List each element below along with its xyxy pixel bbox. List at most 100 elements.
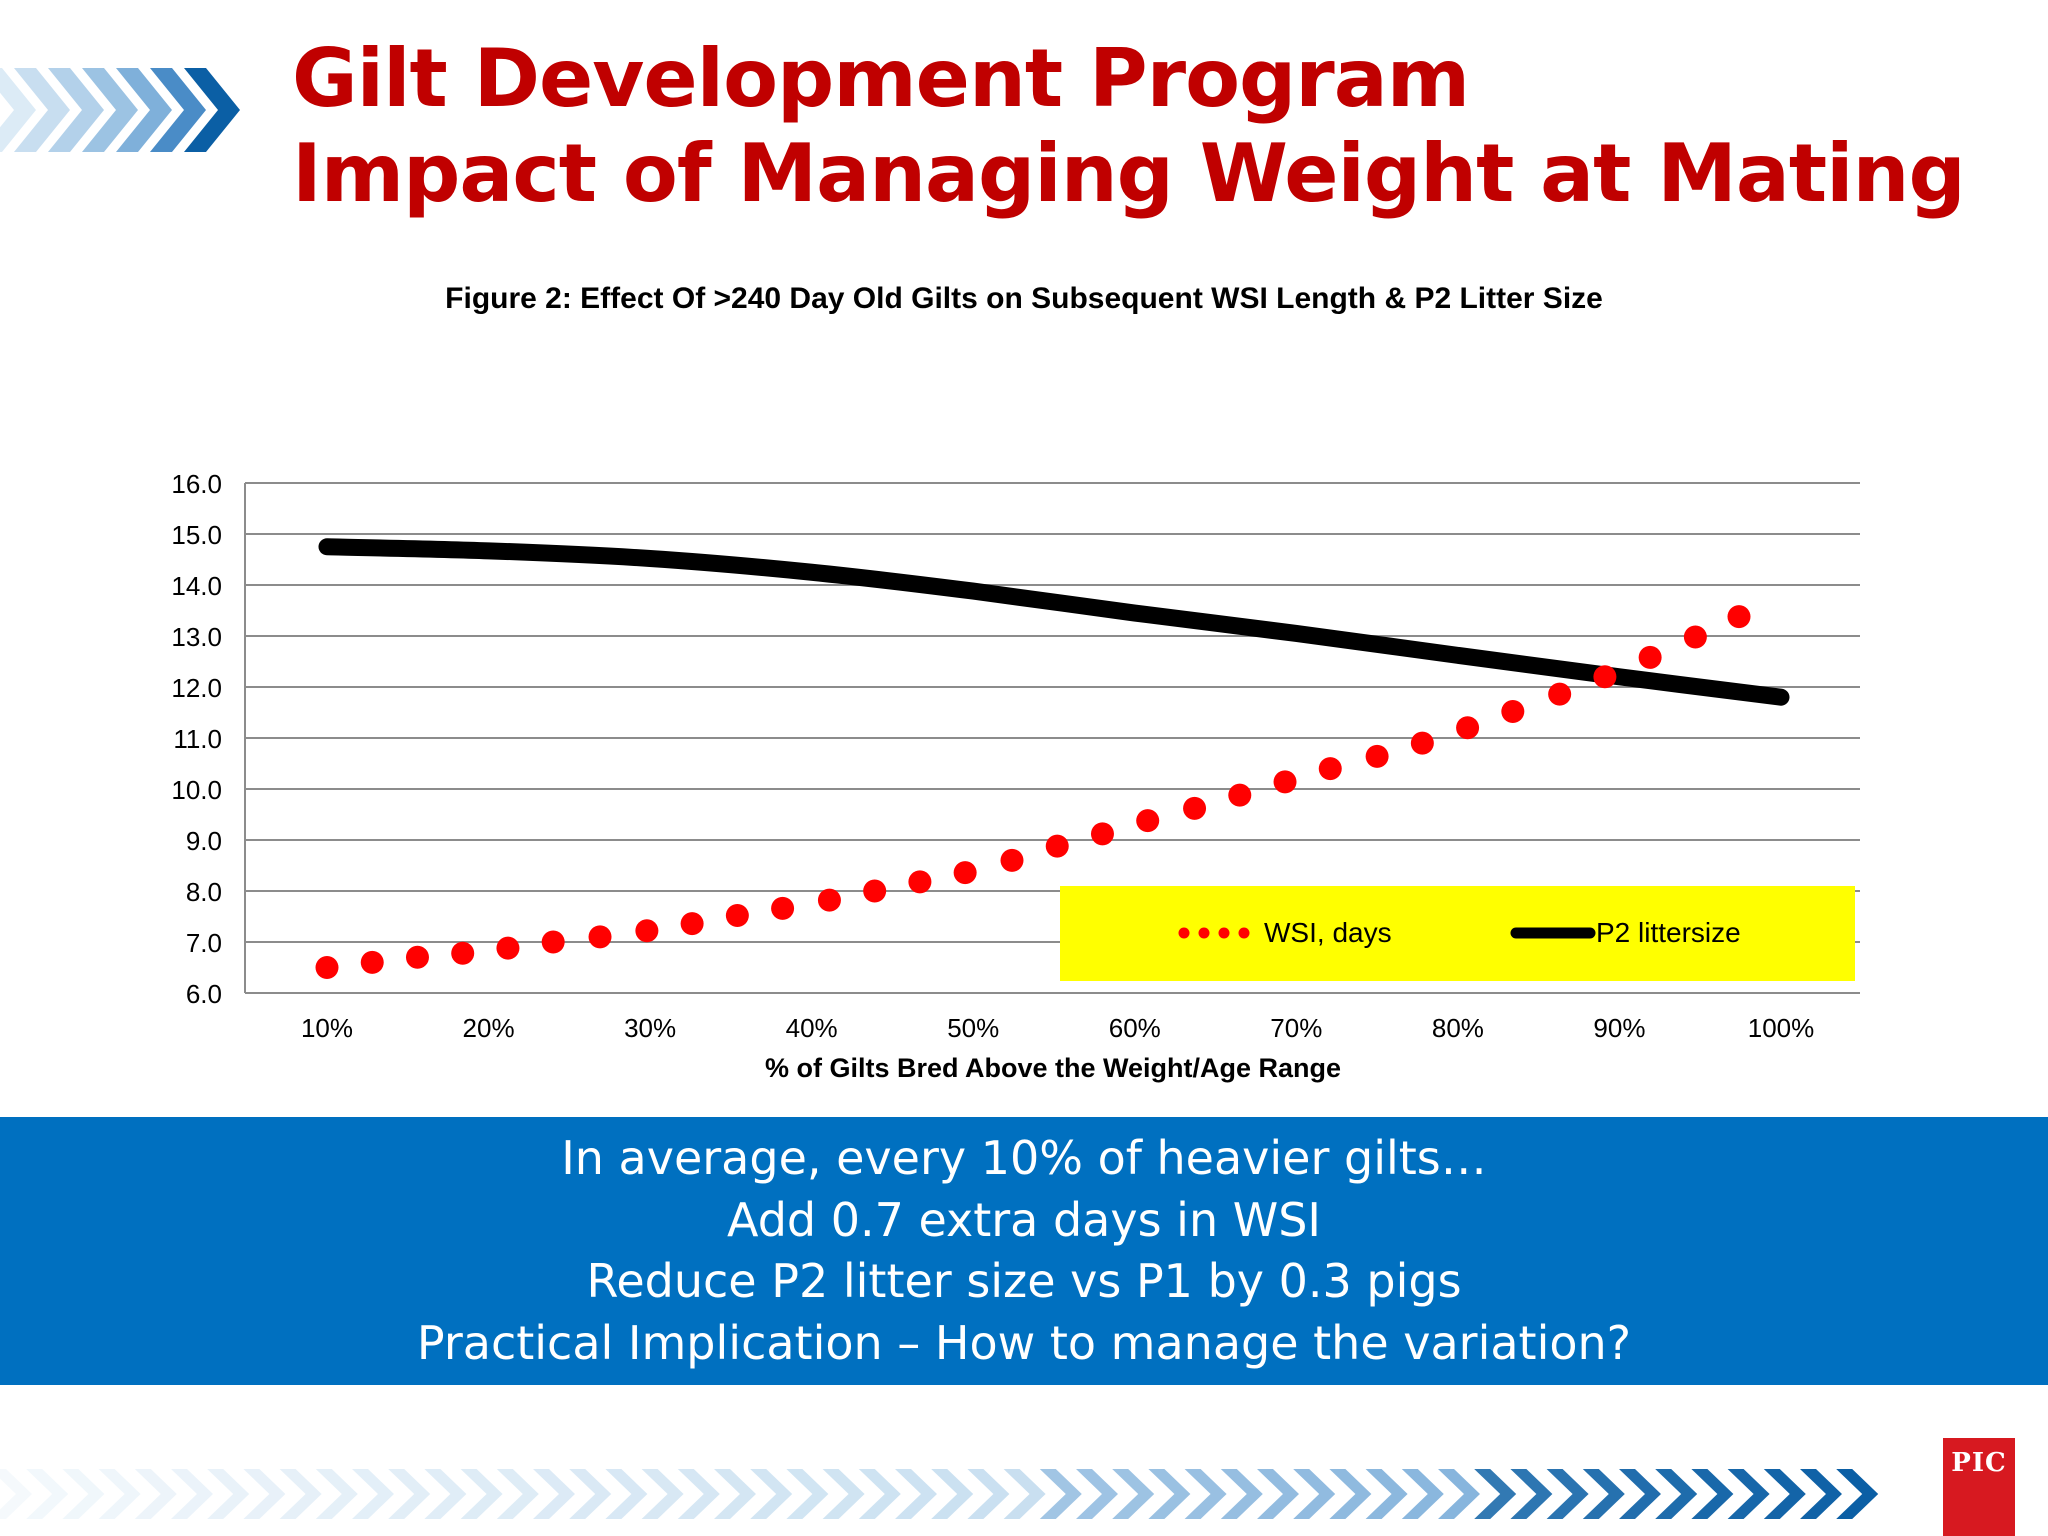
wsi-data-point [1501,699,1525,723]
chevron-shape [858,1469,901,1519]
chevron-shape [243,1469,286,1519]
wsi-data-point [315,956,339,979]
wsi-data-point [1183,796,1207,820]
chevron-shape [1582,1469,1625,1519]
chevron-strip-icon [0,1469,1879,1519]
wsi-data-point [1318,757,1342,781]
y-tick-label: 7.0 [186,928,222,958]
takeaway-line: In average, every 10% of heavier gilts… [561,1131,1487,1185]
y-tick-label: 15.0 [171,520,222,550]
x-axis-label: % of Gilts Bred Above the Weight/Age Ran… [765,1053,1341,1083]
chevron-shape [1800,1469,1842,1519]
legend-label-wsi: WSI, days [1264,917,1392,948]
chevron-shape [1329,1469,1372,1519]
wsi-data-point [1410,731,1434,755]
double-chevron-arrows-icon [0,68,240,152]
chevron-shape [1039,1469,1082,1519]
takeaway-line: Reduce P2 litter size vs P1 by 0.3 pigs [586,1254,1462,1308]
takeaway-line: Add 0.7 extra days in WSI [727,1193,1321,1247]
chevron-shape [98,1469,141,1519]
chevron-shape [1401,1469,1444,1519]
chevron-shape [1727,1469,1770,1519]
chevron-shape [1546,1469,1589,1519]
chevron-shape [82,68,138,152]
chevron-shape [1438,1469,1480,1519]
chevron-shape [0,68,36,152]
x-tick-label: 100% [1748,1013,1815,1043]
chevron-shape [0,1469,32,1519]
wsi-data-point [1228,783,1252,807]
x-tick-label: 60% [1109,1013,1161,1043]
wsi-data-point [541,930,565,954]
y-tick-label: 12.0 [171,673,222,703]
chart-legend: WSI, days P2 littersize [1060,886,1855,981]
chevron-shape [150,68,206,152]
chevron-shape [171,1469,213,1519]
chevron-shape [116,68,172,152]
wsi-data-point [635,919,659,943]
y-axis-ticks: 6.0 7.0 8.0 9.0 10.0 11.0 12.0 13.0 14.0 15.0 16.0 [171,469,222,1009]
chevron-shape [48,68,104,152]
chevron-shape [1257,1469,1299,1519]
chevron-shape [533,1469,575,1519]
wsi-data-point [1090,822,1114,846]
takeaway-banner: In average, every 10% of heavier gilts… … [0,1117,2048,1385]
y-tick-label: 16.0 [171,469,222,499]
chevron-shape [967,1469,1010,1519]
legend-wsi-dot [1198,927,1210,939]
slide-title-line-1: Gilt Development Program [292,32,1470,125]
wsi-data-point [451,941,475,965]
wsi-data-point [953,861,977,885]
chevron-shape [279,1469,322,1519]
x-tick-label: 90% [1593,1013,1645,1043]
legend-wsi-marker [1178,927,1250,939]
chevron-shape [1148,1469,1191,1519]
wsi-data-point [360,950,384,974]
chevron-shape [1655,1469,1698,1519]
p2-littersize-series [318,538,1790,706]
chevron-shape [1365,1469,1408,1519]
chevron-shape [822,1469,865,1519]
wsi-data-point [1136,809,1160,833]
chevron-shape [1293,1469,1336,1519]
chevron-shape [931,1469,974,1519]
chevron-shape [605,1469,648,1519]
wsi-data-point [1456,716,1480,740]
chevron-shape [62,1469,105,1519]
x-tick-label: 80% [1432,1013,1484,1043]
wsi-data-point [1593,665,1617,689]
chevron-shape [1691,1469,1734,1519]
chevron-shape [388,1469,431,1519]
y-tick-label: 10.0 [171,775,222,805]
legend-background [1060,886,1855,981]
x-tick-label: 10% [301,1013,353,1043]
y-tick-label: 8.0 [186,877,222,907]
takeaway-line: Practical Implication – How to manage th… [416,1316,1632,1370]
chevron-shape [895,1469,937,1519]
wsi-data-point [1365,744,1389,768]
chevron-shape [714,1469,756,1519]
x-axis-ticks: 10% 20% 30% 40% 50% 60% 70% 80% 90% 100% [301,1013,1814,1043]
wsi-data-point [1000,848,1024,872]
x-tick-label: 20% [463,1013,515,1043]
x-tick-label: 40% [786,1013,838,1043]
slide-title-line-2: Impact of Managing Weight at Mating [292,127,1966,220]
wsi-data-point [405,945,429,969]
p2-littersize-line [318,538,1790,706]
chevron-shape [1076,1469,1118,1519]
legend-wsi-dot [1218,927,1230,939]
chevron-shape [1510,1469,1553,1519]
chevron-shape [424,1469,467,1519]
chevron-shape [1112,1469,1155,1519]
wsi-data-point [771,896,795,920]
y-tick-label: 11.0 [173,724,222,754]
legend-wsi-dot [1238,927,1250,939]
chevron-shape [677,1469,720,1519]
wsi-data-point [1727,605,1751,629]
wsi-data-point [1273,770,1297,794]
wsi-data-point [817,888,841,912]
wsi-data-point [680,912,704,936]
chevron-shape [1220,1469,1263,1519]
wsi-data-point [908,870,932,894]
logo-text: PIC [1951,1448,2007,1478]
